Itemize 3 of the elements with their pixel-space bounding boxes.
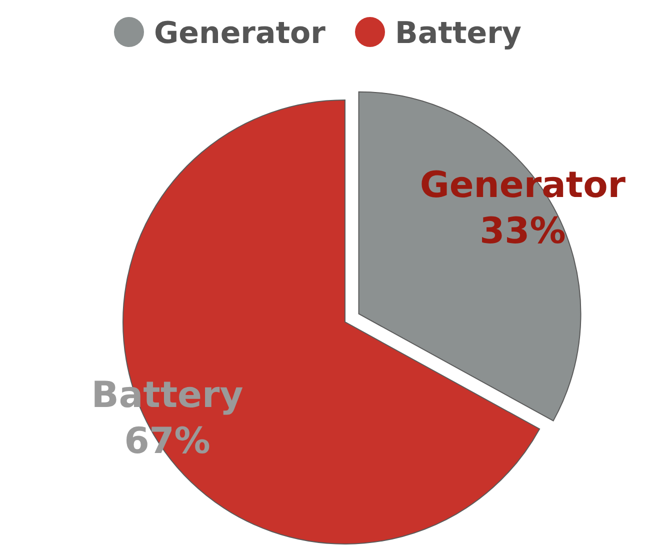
legend-label: Battery [395, 16, 522, 51]
legend-label: Generator [154, 16, 326, 51]
data-label: 33% [480, 210, 566, 252]
